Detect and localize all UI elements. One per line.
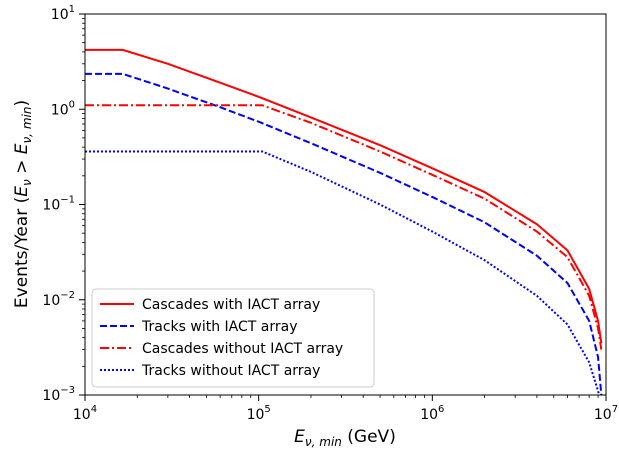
series-layer — [85, 48, 603, 395]
x-axis-title: Eν, min (GeV) — [294, 427, 396, 449]
series-line-1 — [85, 48, 603, 344]
series-line-4 — [85, 150, 601, 395]
y-tick-label-5: 101 — [51, 4, 75, 23]
x-tick-label-2: 105 — [247, 404, 271, 423]
x-tick-label-1: 104 — [73, 404, 97, 423]
legend-label-1: Cascades with IACT array — [142, 297, 320, 313]
series-line-2 — [85, 72, 603, 395]
legend-label-4: Tracks without IACT array — [141, 363, 320, 379]
x-tick-label-3: 106 — [420, 404, 444, 423]
y-tick-label-1: 10−3 — [42, 385, 75, 404]
legend-items: Cascades with IACT array Tracks with IACT… — [100, 297, 343, 379]
legend-label-2: Tracks with IACT array — [141, 319, 297, 335]
y-axis-title: Events/Year (Eν > Eν, min) — [12, 100, 34, 308]
y-tick-label-3: 10−1 — [42, 195, 75, 214]
y-tick-label-2: 10−2 — [42, 290, 75, 309]
legend: Cascades with IACT array Tracks with IACT… — [91, 288, 375, 388]
y-tick-label-4: 100 — [51, 99, 75, 118]
legend-label-3: Cascades without IACT array — [142, 341, 343, 357]
series-line-3 — [85, 104, 603, 350]
legend-box — [91, 288, 375, 388]
x-tick-label-4: 107 — [594, 404, 618, 423]
ticks-layer: 104 105 106 107 10−3 10−2 10−1 100 101 — [42, 4, 618, 423]
